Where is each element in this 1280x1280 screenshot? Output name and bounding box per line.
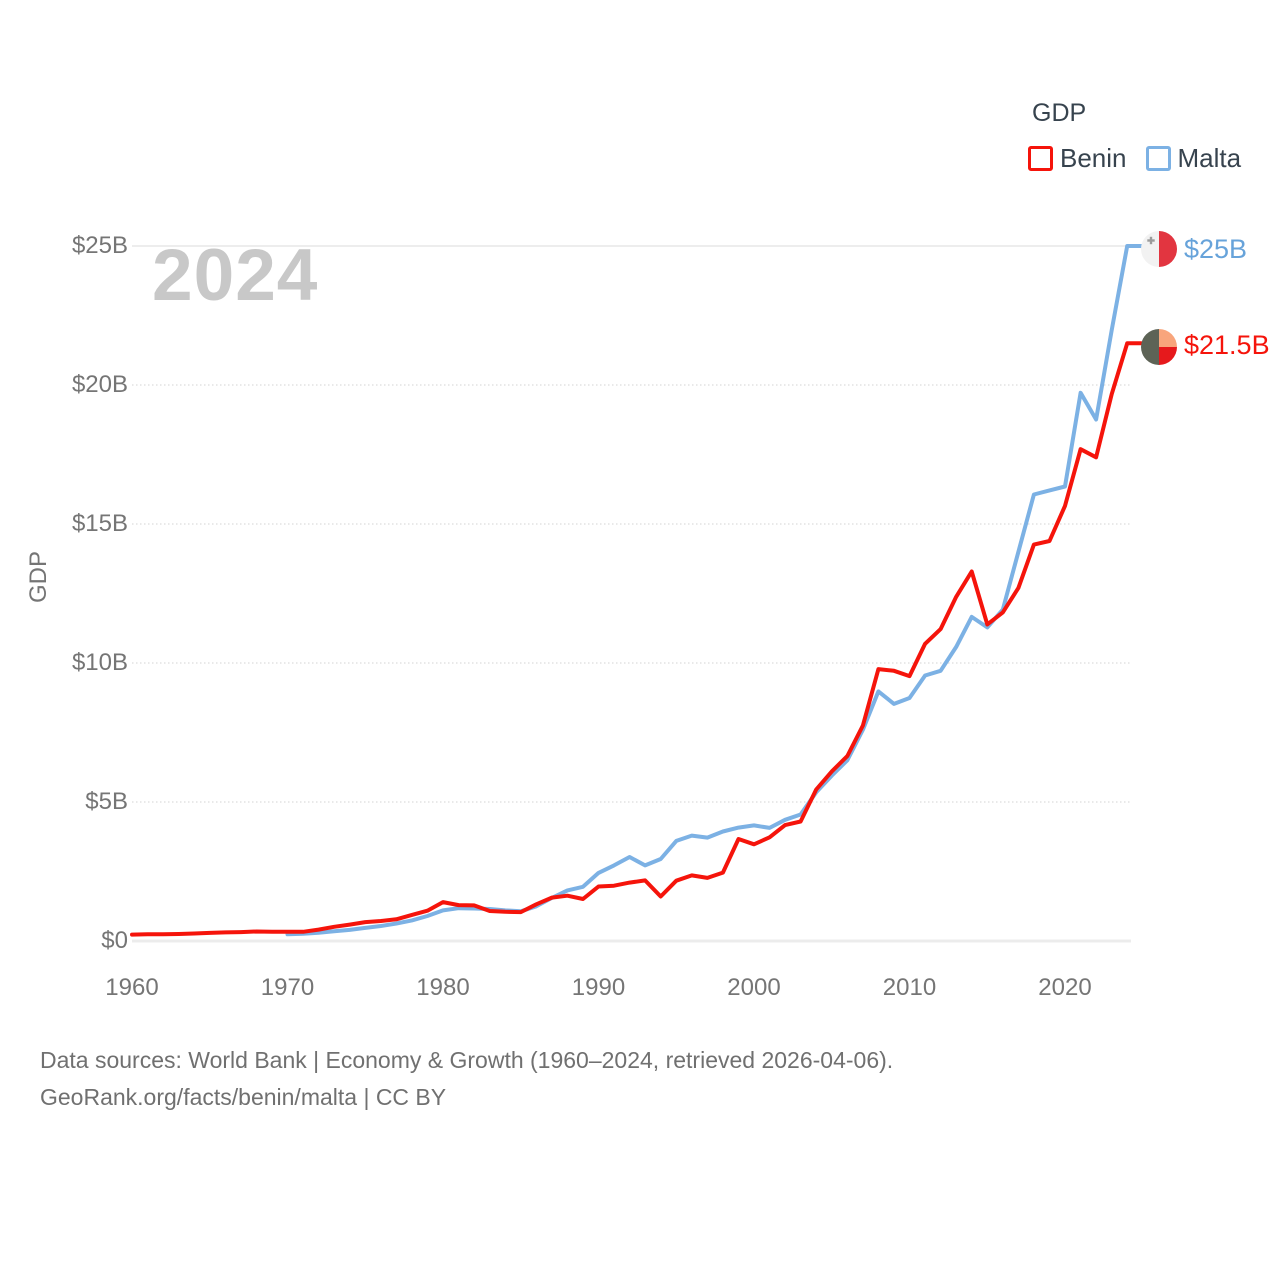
y-tick-label: $20B <box>71 371 128 398</box>
x-tick-label: 1970 <box>260 974 315 1001</box>
legend-title: GDP <box>1032 99 1087 127</box>
benin-end-value-label: $21.5B <box>1184 330 1270 360</box>
x-tick-label: 1980 <box>416 974 470 1001</box>
x-tick-label: 1990 <box>571 974 626 1001</box>
legend-items: Benin Malta <box>1028 143 1241 174</box>
attribution-text: GeoRank.org/facts/benin/malta | CC BY <box>40 1084 447 1110</box>
legend-label: Benin <box>1060 143 1127 173</box>
legend-swatch-malta <box>1145 146 1171 171</box>
benin-flag-icon <box>1141 329 1177 365</box>
x-tick-label: 2000 <box>727 974 781 1001</box>
footer: Data sources: World Bank | Economy & Gro… <box>40 1042 893 1116</box>
data-sources-text: Data sources: World Bank | Economy & Gro… <box>40 1047 894 1073</box>
malta-end-value-label: $25B <box>1184 234 1248 264</box>
legend-swatch-benin <box>1028 146 1053 171</box>
legend: GDP Benin Malta <box>1028 99 1241 174</box>
y-tick-label: $25B <box>71 232 128 259</box>
series-line-benin[interactable] <box>130 341 1143 937</box>
x-tick-label: 2020 <box>1038 974 1092 1001</box>
year-watermark: 2024 <box>152 235 319 316</box>
y-tick-label: $15B <box>71 510 128 537</box>
george-cross-icon <box>1147 236 1155 245</box>
y-tick-label: $0 <box>101 927 128 954</box>
x-tick-label: 1960 <box>105 974 159 1001</box>
x-tick-label: 2010 <box>882 974 937 1001</box>
y-tick-label: $10B <box>71 649 128 676</box>
legend-item-malta[interactable]: Malta <box>1145 143 1242 174</box>
malta-flag-icon <box>1141 231 1177 267</box>
y-tick-label: $5B <box>85 788 128 815</box>
legend-item-benin[interactable]: Benin <box>1028 143 1127 174</box>
series-line-malta[interactable] <box>285 244 1143 937</box>
legend-label: Malta <box>1177 143 1242 173</box>
